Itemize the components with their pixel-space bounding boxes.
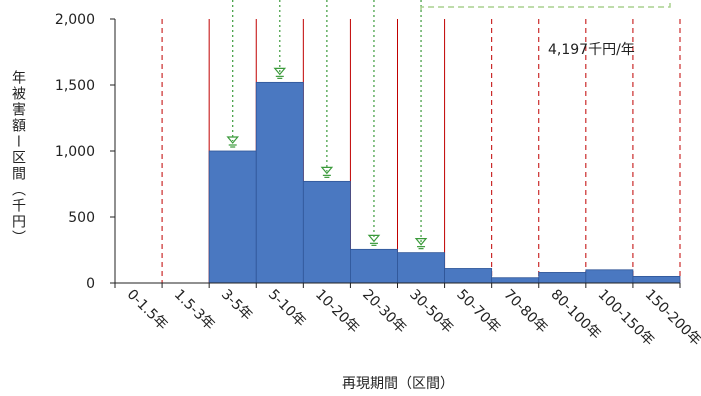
level-marker: [226, 136, 239, 144]
y-tick-label: 0: [86, 276, 95, 292]
y-tick-labels: 0 500 1,000 1,500 2,000: [55, 12, 95, 292]
y-tick-label: 1,000: [55, 144, 95, 160]
bar: [538, 272, 587, 284]
y-tick-label: 500: [68, 210, 95, 226]
axes: [110, 18, 681, 288]
level-marker: [367, 234, 381, 243]
bar: [397, 252, 445, 284]
x-tick-label: 0-1.5年: [124, 287, 171, 334]
y-tick-label: 1,500: [55, 78, 95, 94]
bar: [255, 81, 304, 284]
bar: [302, 180, 351, 284]
level-marker: [414, 238, 428, 246]
x-tick-label: 50-70年: [453, 287, 503, 337]
bar: [444, 268, 493, 284]
x-tick-label: 5-10年: [265, 287, 309, 331]
guide-lines: [232, 0, 671, 243]
level-markers: [226, 67, 428, 250]
x-tick-label: 30-50年: [406, 287, 456, 337]
x-axis-title: 再現期間（区間）: [342, 376, 454, 392]
x-tick-labels: 0-1.5年 1.5-3年 3-5年 5-10年 10-20年20-30年30-50年5…: [124, 287, 701, 350]
x-tick-label: 80-100年: [547, 287, 603, 343]
level-marker: [273, 67, 287, 76]
bar: [350, 248, 398, 284]
x-tick-label: 70-80年: [500, 287, 550, 337]
bar: [491, 277, 540, 284]
bar: [208, 150, 257, 284]
x-tick-label: 3-5年: [218, 287, 255, 324]
y-axis-title: 年被害額ー区間（千円）: [10, 70, 26, 246]
bar: [585, 269, 634, 284]
x-tick-label: 10-20年: [312, 287, 362, 337]
x-tick-label: 20-30年: [359, 287, 409, 337]
level-marker: [320, 166, 334, 175]
x-tick-label: 1.5-3年: [171, 287, 218, 334]
bars: [208, 81, 681, 284]
cumulative-line: [420, 2, 671, 10]
y-tick-label: 2,000: [55, 12, 95, 28]
total-annotation: 4,197千円/年: [548, 42, 635, 58]
bar: [632, 275, 681, 284]
